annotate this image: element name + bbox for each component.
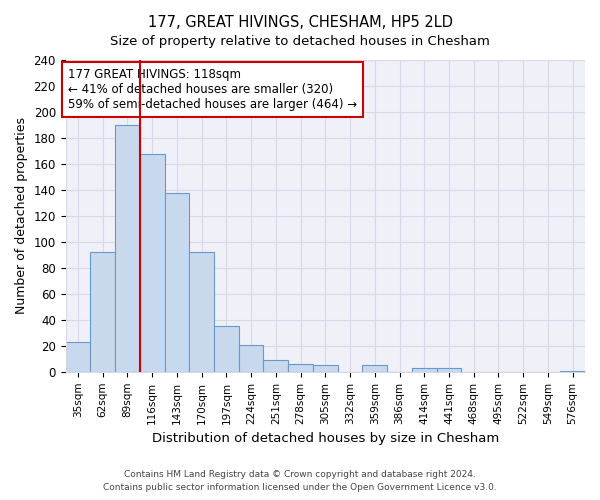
Bar xyxy=(214,326,239,372)
Bar xyxy=(91,252,115,372)
Bar xyxy=(239,344,263,372)
Bar xyxy=(437,368,461,372)
X-axis label: Distribution of detached houses by size in Chesham: Distribution of detached houses by size … xyxy=(152,432,499,445)
Bar xyxy=(560,370,585,372)
Text: Size of property relative to detached houses in Chesham: Size of property relative to detached ho… xyxy=(110,35,490,48)
Bar xyxy=(140,154,164,372)
Bar xyxy=(263,360,288,372)
Text: 177 GREAT HIVINGS: 118sqm
← 41% of detached houses are smaller (320)
59% of semi: 177 GREAT HIVINGS: 118sqm ← 41% of detac… xyxy=(68,68,357,111)
Bar xyxy=(65,342,91,372)
Y-axis label: Number of detached properties: Number of detached properties xyxy=(15,118,28,314)
Text: 177, GREAT HIVINGS, CHESHAM, HP5 2LD: 177, GREAT HIVINGS, CHESHAM, HP5 2LD xyxy=(148,15,452,30)
Bar xyxy=(115,125,140,372)
Bar xyxy=(313,366,338,372)
Bar xyxy=(288,364,313,372)
Bar xyxy=(412,368,437,372)
Text: Contains HM Land Registry data © Crown copyright and database right 2024.
Contai: Contains HM Land Registry data © Crown c… xyxy=(103,470,497,492)
Bar xyxy=(190,252,214,372)
Bar xyxy=(164,192,190,372)
Bar xyxy=(362,366,387,372)
